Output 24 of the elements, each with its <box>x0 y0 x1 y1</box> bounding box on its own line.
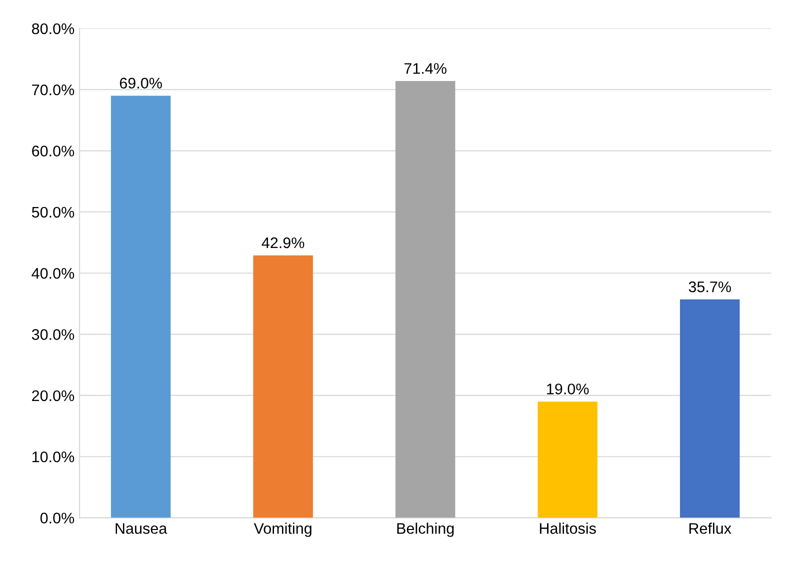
y-tick-label: 80.0% <box>32 23 74 34</box>
y-tick-label: 20.0% <box>32 390 74 402</box>
y-tick-label: 70.0% <box>32 84 74 96</box>
y-tick-label: 60.0% <box>32 146 74 156</box>
data-label: 35.7% <box>688 281 731 292</box>
data-label: 19.0% <box>547 384 589 394</box>
bar <box>680 299 740 518</box>
y-tick-label: 0.0% <box>40 512 74 524</box>
bar <box>110 96 171 518</box>
x-tick-label: Belching <box>397 522 454 537</box>
data-label: 71.4% <box>404 63 446 74</box>
bar <box>253 255 313 518</box>
x-tick-label: Reflux <box>689 522 732 534</box>
y-tick-label: 10.0% <box>32 451 74 462</box>
bar <box>395 81 456 518</box>
x-tick-label: Halitosis <box>540 522 596 534</box>
x-tick-label: Nausea <box>116 523 168 534</box>
data-label: 69.0% <box>120 78 162 89</box>
data-label: 42.9% <box>262 237 304 248</box>
y-tick-label: 40.0% <box>32 268 74 279</box>
bar <box>538 402 598 518</box>
y-tick-label: 30.0% <box>32 329 74 340</box>
y-tick-label: 50.0% <box>32 206 74 218</box>
x-tick-label: Vomiting <box>254 522 312 537</box>
